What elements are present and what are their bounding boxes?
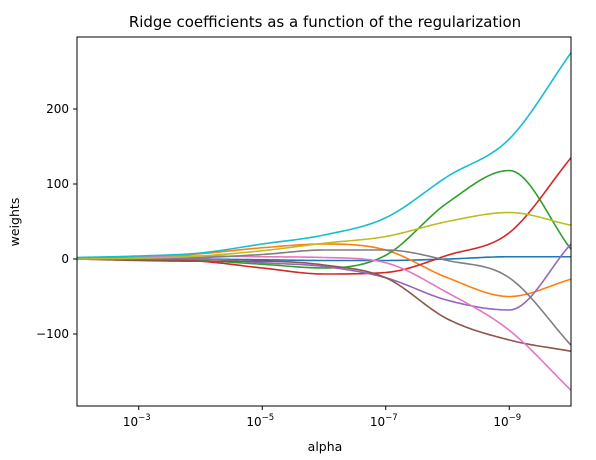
y-tick-label: 200 <box>46 102 69 116</box>
y-tick-label: 100 <box>46 177 69 191</box>
y-tick-label: −100 <box>36 327 69 341</box>
x-axis-label: alpha <box>308 439 343 454</box>
series-line-9 <box>76 211 572 260</box>
y-tick-label: 0 <box>61 252 69 266</box>
series-line-10 <box>76 52 572 259</box>
series-line-7 <box>76 255 572 391</box>
x-tick-label: 10−5 <box>246 413 274 429</box>
y-axis-ticks: 200 100 0 −100 <box>36 102 77 341</box>
x-axis-ticks: 10−3 10−5 10−7 10−9 <box>123 406 521 429</box>
series-line-5 <box>77 243 572 311</box>
x-tick-label: 10−9 <box>493 413 521 429</box>
series-lines <box>76 52 572 391</box>
y-axis-label: weights <box>7 198 22 247</box>
x-tick-label: 10−3 <box>123 413 151 429</box>
plot-frame <box>76 36 572 407</box>
series-line-3 <box>76 169 572 269</box>
chart-title: Ridge coefficients as a function of the … <box>129 13 521 31</box>
series-line-6 <box>76 258 572 353</box>
x-tick-label: 10−7 <box>370 413 398 429</box>
series-line-4 <box>76 157 572 275</box>
